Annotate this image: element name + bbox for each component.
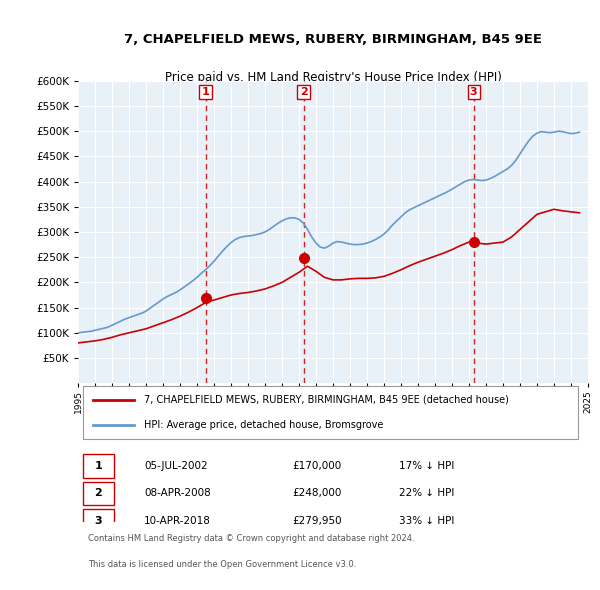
Text: £279,950: £279,950 — [292, 516, 342, 526]
Text: 7, CHAPELFIELD MEWS, RUBERY, BIRMINGHAM, B45 9EE (detached house): 7, CHAPELFIELD MEWS, RUBERY, BIRMINGHAM,… — [145, 395, 509, 405]
Text: 17% ↓ HPI: 17% ↓ HPI — [400, 461, 455, 471]
Text: Contains HM Land Registry data © Crown copyright and database right 2024.: Contains HM Land Registry data © Crown c… — [88, 535, 415, 543]
Text: 05-JUL-2002: 05-JUL-2002 — [145, 461, 208, 471]
Text: This data is licensed under the Open Government Licence v3.0.: This data is licensed under the Open Gov… — [88, 560, 356, 569]
Text: 08-APR-2008: 08-APR-2008 — [145, 489, 211, 499]
Text: 3: 3 — [95, 516, 102, 526]
Text: 1: 1 — [95, 461, 102, 471]
Text: HPI: Average price, detached house, Bromsgrove: HPI: Average price, detached house, Brom… — [145, 420, 383, 430]
Text: 22% ↓ HPI: 22% ↓ HPI — [400, 489, 455, 499]
Text: 1: 1 — [202, 87, 209, 97]
Text: 10-APR-2018: 10-APR-2018 — [145, 516, 211, 526]
Text: Price paid vs. HM Land Registry's House Price Index (HPI): Price paid vs. HM Land Registry's House … — [164, 71, 502, 84]
Text: 33% ↓ HPI: 33% ↓ HPI — [400, 516, 455, 526]
Text: 3: 3 — [470, 87, 478, 97]
Text: £170,000: £170,000 — [292, 461, 341, 471]
Text: 2: 2 — [300, 87, 307, 97]
Text: 7, CHAPELFIELD MEWS, RUBERY, BIRMINGHAM, B45 9EE: 7, CHAPELFIELD MEWS, RUBERY, BIRMINGHAM,… — [124, 34, 542, 47]
FancyBboxPatch shape — [83, 509, 114, 533]
Text: £248,000: £248,000 — [292, 489, 341, 499]
Text: 2: 2 — [95, 489, 102, 499]
FancyBboxPatch shape — [83, 454, 114, 477]
FancyBboxPatch shape — [83, 481, 114, 505]
FancyBboxPatch shape — [83, 386, 578, 439]
